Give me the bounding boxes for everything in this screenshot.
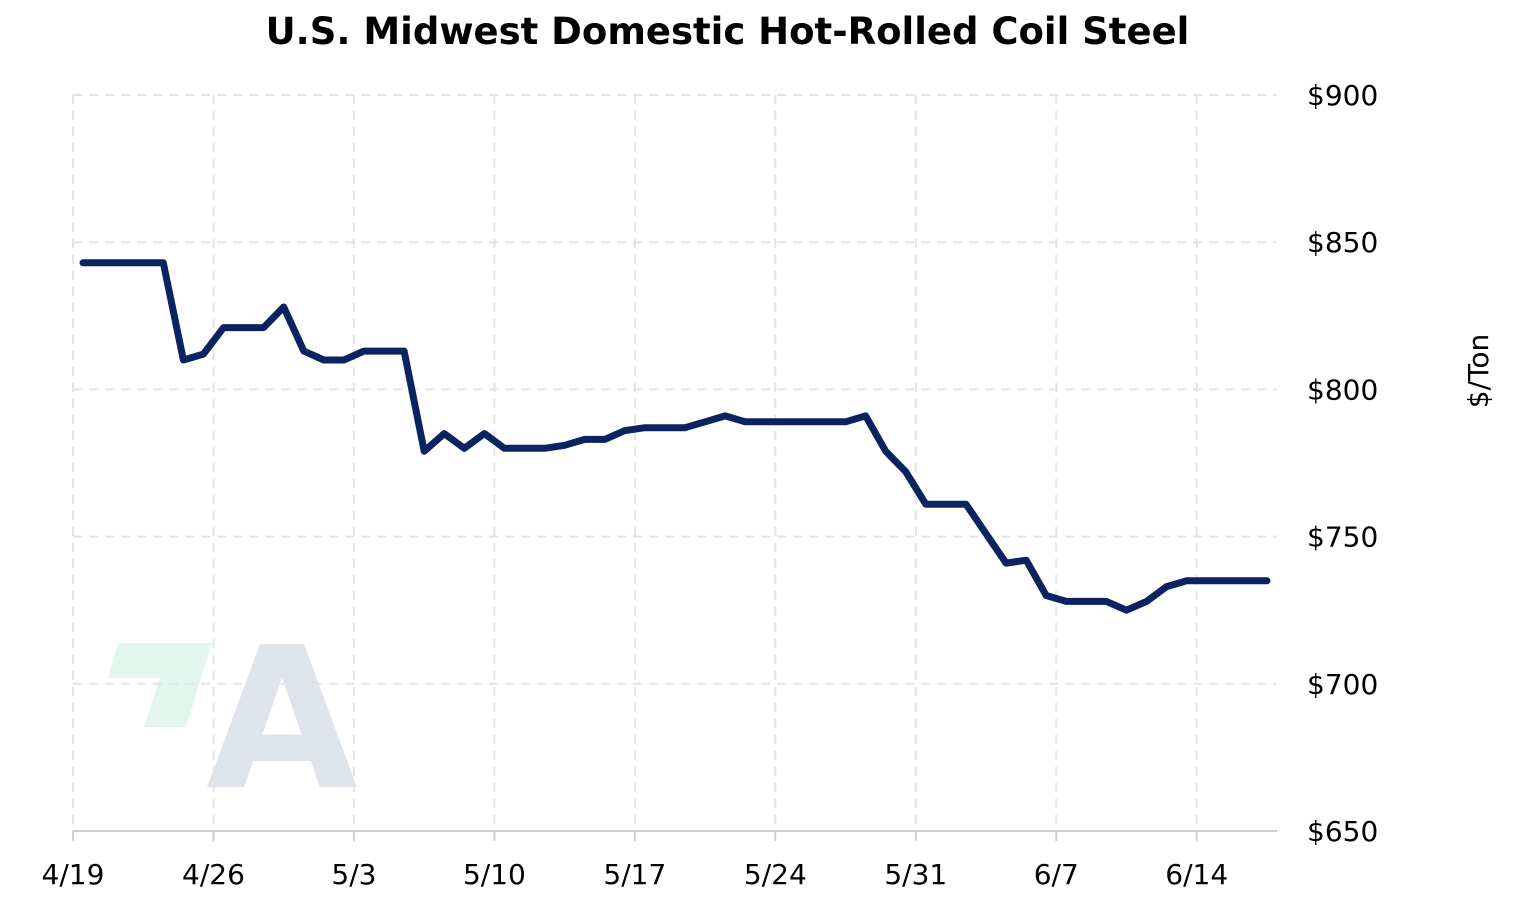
tick-labels: $650 $700 $750 $800 $850 $900 4/19 4/26 5/3 5/10 5… — [42, 79, 1495, 891]
x-tick-label-3: 5/10 — [463, 858, 526, 891]
x-tick-label-4: 5/17 — [603, 858, 666, 891]
y-tick-label-800: $800 — [1307, 373, 1378, 406]
y-tick-label-900: $900 — [1307, 79, 1378, 112]
y-tick-label-850: $850 — [1307, 226, 1378, 259]
chart-title: U.S. Midwest Domestic Hot-Rolled Coil St… — [265, 10, 1190, 53]
x-tick-label-1: 4/26 — [182, 858, 245, 891]
x-tick-label-8: 6/14 — [1165, 858, 1228, 891]
watermark-accent — [108, 643, 212, 727]
series-layer — [79, 259, 1271, 614]
x-tick-label-0: 4/19 — [42, 858, 105, 891]
x-tick-label-2: 5/3 — [331, 858, 376, 891]
watermark-letter: A — [206, 606, 358, 834]
gridlines — [72, 94, 1277, 831]
y-tick-label-700: $700 — [1307, 668, 1378, 701]
y-tick-label-750: $750 — [1307, 521, 1378, 554]
watermark-logo: A — [108, 606, 358, 834]
series-line-0 — [79, 259, 1271, 614]
x-tick-label-5: 5/24 — [744, 858, 807, 891]
y-tick-label-650: $650 — [1307, 815, 1378, 848]
y-axis-label: $/Ton — [1462, 334, 1495, 408]
x-tick-label-6: 5/31 — [884, 858, 947, 891]
x-tick-label-7: 6/7 — [1034, 858, 1079, 891]
axes — [72, 830, 1277, 841]
